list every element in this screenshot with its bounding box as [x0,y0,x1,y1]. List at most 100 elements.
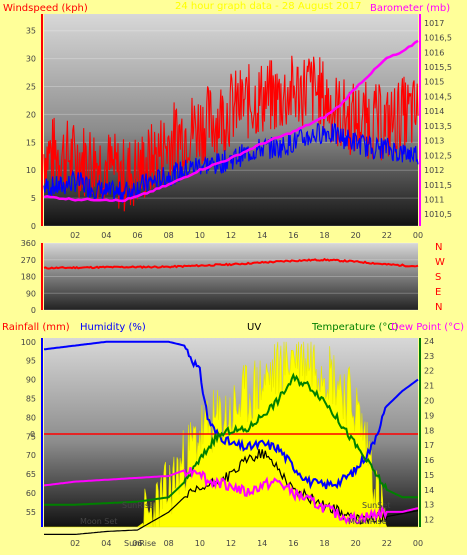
sunrise-axis-label: SunRise [124,539,156,548]
date-title: 24 hour graph data - 28 August 2017 [175,1,361,12]
temp-x-tick-6: 14 [257,539,267,548]
wind-x-tick-5: 12 [226,231,236,240]
temp-y-tick-0: 12 [424,516,434,525]
wind-y-tick-5: 25 [26,83,36,92]
temp-x-tick-11: 00 [413,539,423,548]
temp-y-tick-8: 20 [424,397,434,406]
windspeed-label: Windspeed (kph) [3,3,88,14]
wind-y-tick-4: 20 [26,110,36,119]
magenta-series [43,466,419,526]
baro-y-tick-11: 1016 [424,48,444,57]
sunrise-label: SunRise [122,501,154,510]
hum-y-tick-7: 90 [26,376,36,385]
temp-x-tick-4: 10 [195,539,205,548]
rainfall-label: Rainfall (mm) [2,322,70,333]
dir-y-tick-3: 270 [21,256,36,265]
hum-y-tick-3: 70 [26,451,36,460]
wind-direction-series [43,257,419,270]
gust-series [43,55,419,212]
barometer-series [43,39,419,203]
wind-y-tick-2: 10 [26,166,36,175]
hum-y-tick-9: 100 [21,338,36,347]
wind-x-tick-6: 14 [257,231,267,240]
wind-x-tick-8: 18 [319,231,329,240]
temp-x-tick-8: 18 [319,539,329,548]
baro-y-tick-0: 1010,5 [424,210,452,219]
wind-x-tick-10: 22 [382,231,392,240]
baro-y-tick-1: 1011 [424,196,444,205]
humidity-label: Humidity (%) [80,322,146,333]
wind-y-tick-0: 0 [31,222,36,231]
wind-y-tick-6: 30 [26,55,36,64]
wind-x-tick-7: 16 [288,231,298,240]
temp-y-tick-2: 14 [424,486,434,495]
compass-n-top: N [435,242,442,253]
dewpoint-label: Dew Point (°C) [391,322,464,333]
wind-x-tick-2: 06 [132,231,142,240]
baro-y-tick-6: 1013,5 [424,122,452,131]
baro-y-tick-9: 1015 [424,78,444,87]
humidity-series [43,340,419,490]
compass-w: W [435,257,445,268]
temperature-series [44,372,418,506]
temp-y-tick-3: 15 [424,471,434,480]
temp-y-tick-10: 22 [424,367,434,376]
wind-direction-panel: 0 90 180 270 360 [21,239,419,315]
compass-n-bottom: N [435,302,442,313]
temp-y-tick-7: 19 [424,411,434,420]
baro-y-tick-7: 1014 [424,107,444,116]
direction-plot-area [44,243,418,310]
baro-y-tick-8: 1014,5 [424,92,452,101]
baro-y-tick-2: 1011,5 [424,181,452,190]
wind-y-tick-1: 5 [31,194,36,203]
dir-y-tick-0: 0 [31,306,36,315]
temp-y-tick-11: 23 [424,352,434,361]
temp-y-tick-12: 24 [424,337,434,346]
dir-y-tick-4: 360 [21,239,36,248]
temp-x-tick-1: 04 [101,539,111,548]
baro-y-tick-12: 1016,5 [424,34,452,43]
baro-y-tick-13: 1017 [424,19,444,28]
wind-x-tick-3: 08 [164,231,174,240]
temp-x-tick-0: 02 [70,539,80,548]
wind-y-tick-7: 35 [26,27,36,36]
compass-labels: N W S E N [435,242,445,313]
uv-label: UV [247,322,261,333]
wind-barometer-panel: 051015202530351010,510111011,510121012,5… [26,14,452,240]
temp-x-tick-5: 12 [226,539,236,548]
temp-humidity-panel: 5560657075808590951001213141516171819202… [21,337,434,548]
compass-s: S [435,272,441,283]
average-wind-series [43,122,419,203]
baro-y-tick-4: 1012,5 [424,151,452,160]
temp-x-tick-7: 16 [288,539,298,548]
hum-y-tick-6: 85 [26,394,36,403]
rain-zero-label: 0 [30,430,35,439]
wind-y-tick-3: 15 [26,138,36,147]
wind-x-tick-0: 02 [70,231,80,240]
temp-x-tick-2: 06 [132,539,142,548]
baro-y-tick-3: 1012 [424,166,444,175]
barometer-label: Barometer (mb) [370,3,450,14]
hum-y-tick-1: 60 [26,489,36,498]
temp-x-tick-3: 08 [164,539,174,548]
wind-x-tick-4: 10 [195,231,205,240]
temp-x-tick-10: 22 [382,539,392,548]
temp-y-tick-9: 21 [424,382,434,391]
compass-e: E [435,287,441,298]
temp-y-tick-1: 13 [424,501,434,510]
hum-y-tick-5: 80 [26,413,36,422]
sunset-label: SunSet [362,501,390,510]
wind-x-tick-9: 20 [351,231,361,240]
temp-x-tick-9: 20 [351,539,361,548]
moonrise-label: MoonRise [348,517,387,526]
baro-y-tick-5: 1013 [424,137,444,146]
wind-x-tick-1: 04 [101,231,111,240]
hum-y-tick-2: 65 [26,470,36,479]
temperature-label: Temperature (°C) [311,322,398,333]
moonset-label: Moon Set [80,517,117,526]
hum-y-tick-8: 95 [26,357,36,366]
temp-y-tick-6: 18 [424,426,434,435]
dir-y-tick-1: 90 [26,289,36,298]
dir-y-tick-2: 180 [21,273,36,282]
